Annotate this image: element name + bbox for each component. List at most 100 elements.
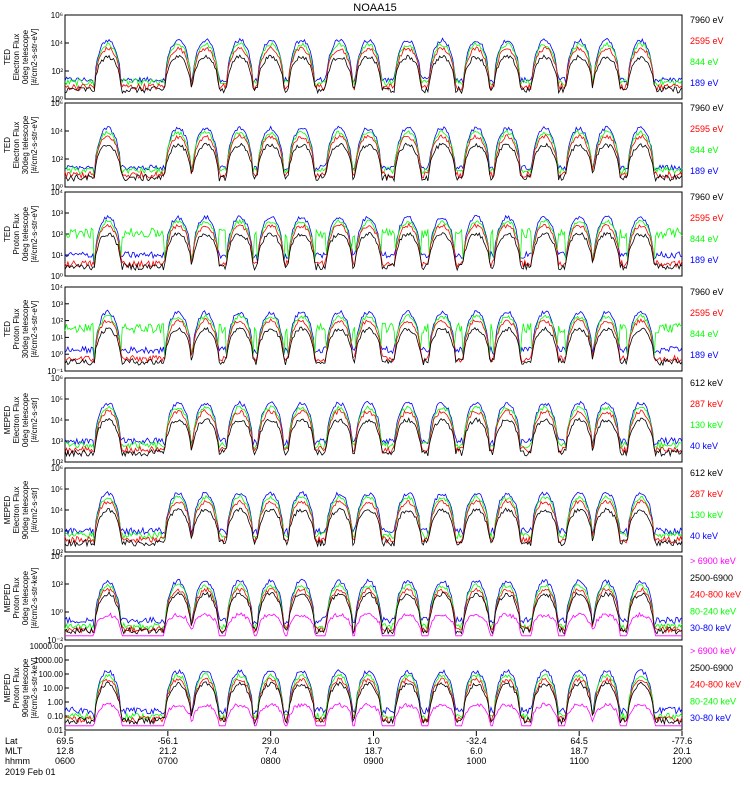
x-tick-label: -32.4 <box>466 736 487 746</box>
y-tick-label: 10⁰ <box>51 608 63 617</box>
legend-entry: 287 keV <box>690 399 723 409</box>
y-axis-label: [#/cm2-s-str-eV] <box>30 206 39 263</box>
y-tick-label: 10⁴ <box>51 416 64 425</box>
panel-frame <box>64 377 683 463</box>
series-blue <box>64 668 683 720</box>
x-tick-label: 1000 <box>466 756 486 766</box>
y-axis-label: 0deg telescope <box>21 206 30 261</box>
x-tick-label: -77.6 <box>672 736 693 746</box>
y-tick-label: 10² <box>51 317 63 326</box>
series-blue <box>64 37 683 89</box>
legend-entry: 7960 eV <box>690 103 724 113</box>
legend-entry: 2595 eV <box>690 124 724 134</box>
legend-entry: 844 eV <box>690 234 719 244</box>
panel-frame <box>64 467 683 553</box>
x-tick-label: 0900 <box>363 756 383 766</box>
x-tick-label: 1100 <box>569 756 588 766</box>
y-axis-label: Electron Flux <box>12 487 21 534</box>
series-black <box>64 417 683 458</box>
x-tick-label: 18.7 <box>365 746 383 756</box>
series-black <box>64 681 683 726</box>
y-tick-label: 100.00 <box>39 670 64 679</box>
panel-8: 0.01 0.10 1.00 10.00 100.00 1000.00 10000.00 ME… <box>3 642 741 735</box>
x-row-label: MLT <box>5 746 23 756</box>
legend-entry: 7960 eV <box>690 15 724 25</box>
legend-entry: 612 keV <box>690 378 723 388</box>
legend-entry: 40 keV <box>690 531 718 541</box>
y-axis-label: [#/cm2-s-str-eV] <box>30 301 39 358</box>
y-tick-label: 10⁴ <box>51 127 64 136</box>
y-axis-label: TED <box>3 49 12 65</box>
y-axis-label: MEPED <box>3 496 12 525</box>
y-axis-label: 90deg telescope <box>21 658 30 717</box>
y-axis-label: [#/cm2-s-str-keV] <box>30 568 39 629</box>
y-axis-label: 0deg telescope <box>21 29 30 84</box>
x-row-label: Lat <box>5 736 18 746</box>
legend-entry: 612 keV <box>690 468 723 478</box>
legend-entry: 240-800 keV <box>690 680 741 690</box>
panel-6: 10² 10³ 10⁴ 10⁵ 10⁶ MEPED Electron Flux 90deg t… <box>3 464 723 557</box>
x-tick-label: 21.2 <box>159 746 177 756</box>
y-tick-label: 10² <box>51 155 63 164</box>
y-tick-label: 10² <box>51 580 63 589</box>
chart-title: NOAA15 <box>353 2 396 14</box>
y-tick-label: 10² <box>51 458 63 467</box>
legend-entry: 7960 eV <box>690 192 724 202</box>
y-tick-label: 10⁴ <box>51 552 64 561</box>
legend-entry: 7960 eV <box>690 287 724 297</box>
x-tick-label: 64.5 <box>570 736 588 746</box>
y-tick-label: 10² <box>51 67 63 76</box>
x-tick-label: 6.0 <box>470 746 483 756</box>
legend-entry: 844 eV <box>690 57 719 67</box>
series-blue <box>64 490 683 542</box>
y-axis-label: [#/cm2-s-str] <box>30 488 39 532</box>
legend-entry: 2595 eV <box>690 213 724 223</box>
legend-entry: 2500-6900 <box>690 573 733 583</box>
y-axis-label: TED <box>3 137 12 153</box>
y-tick-label: 10⁰ <box>51 95 63 104</box>
series-green <box>64 582 683 631</box>
series-red <box>64 318 683 364</box>
legend-entry: 189 eV <box>690 255 719 265</box>
series-red <box>64 499 683 545</box>
series-magenta <box>65 702 682 727</box>
y-tick-label: 10⁰ <box>51 350 63 359</box>
y-tick-label: 10⁻² <box>47 636 63 645</box>
series-red <box>64 587 682 634</box>
series-red <box>64 409 683 455</box>
y-tick-label: 10⁴ <box>51 39 64 48</box>
legend-entry: 80-240 keV <box>690 606 736 616</box>
y-tick-label: 10² <box>51 548 63 557</box>
y-axis-label: Proton Flux <box>12 214 21 255</box>
y-tick-label: 10³ <box>51 209 63 218</box>
panel-1: 10⁰ 10² 10⁴ 10⁶ TED Electron Flux 0deg telesco… <box>3 11 724 104</box>
legend-entry: 2500-6900 <box>690 663 733 673</box>
y-tick-label: 1.00 <box>47 698 63 707</box>
x-tick-label: -56.1 <box>158 736 179 746</box>
y-tick-label: 0.01 <box>47 726 63 735</box>
legend-entry: 30-80 keV <box>690 623 731 633</box>
series-black <box>64 507 683 548</box>
legend-entry: 30-80 keV <box>690 713 731 723</box>
series-green <box>64 41 683 90</box>
series-green <box>64 313 683 362</box>
y-axis-label: MEPED <box>3 584 12 613</box>
series-red <box>64 133 683 180</box>
series-magenta <box>65 611 682 637</box>
y-axis-label: 0deg telescope <box>21 392 30 447</box>
y-axis-label: [#/cm2-s-str-keV] <box>30 658 39 719</box>
y-axis-label: Electron Flux <box>12 397 21 444</box>
panel-2: 10⁰ 10² 10⁴ 10⁶ TED Electron Flux 30deg telesc… <box>3 99 724 192</box>
y-axis-label: 0deg telescope <box>21 570 30 625</box>
legend-entry: 2595 eV <box>690 308 724 318</box>
series-green <box>64 129 683 178</box>
series-green <box>64 218 683 267</box>
legend-entry: > 6900 keV <box>690 646 736 656</box>
y-tick-label: 10⁴ <box>51 283 64 292</box>
y-tick-label: 10³ <box>51 527 63 536</box>
x-tick-label: 0600 <box>55 756 75 766</box>
y-axis-label: Proton Flux <box>12 309 21 350</box>
y-tick-label: 10⁶ <box>51 11 63 20</box>
